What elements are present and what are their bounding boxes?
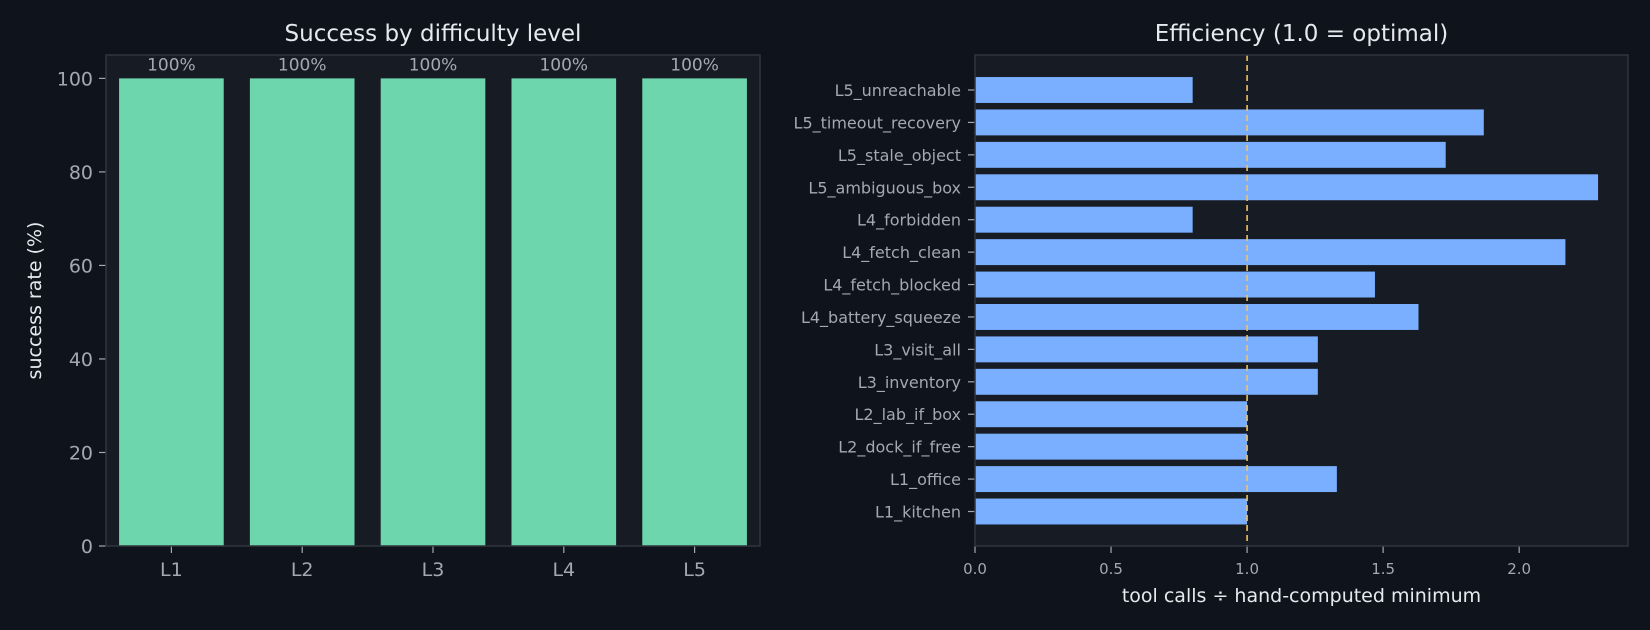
success-y-tick-label: 80 xyxy=(69,162,93,184)
success-data-label: 100% xyxy=(409,55,458,75)
efficiency-bar-l2-lab-if-box xyxy=(975,401,1248,428)
success-y-tick-label: 0 xyxy=(81,536,93,558)
efficiency-x-tick-label: 1.0 xyxy=(1235,560,1259,578)
efficiency-bar-l5-unreachable xyxy=(975,77,1193,103)
efficiency-y-tick-label: L4_fetch_clean xyxy=(842,243,961,263)
efficiency-bar-l5-timeout-recovery xyxy=(975,109,1484,136)
success-y-tick-label: 40 xyxy=(69,349,93,371)
efficiency-chart-title: Efficiency (1.0 = optimal) xyxy=(1155,21,1449,47)
efficiency-x-ticks: 0.0 0.5 1.0 1.5 2.0 xyxy=(963,546,1531,578)
efficiency-y-tick-label: L1_office xyxy=(890,470,961,490)
efficiency-y-tick-label: L1_kitchen xyxy=(875,503,961,523)
success-data-labels: 100% 100% 100% 100% 100% xyxy=(147,55,719,75)
efficiency-x-tick-label: 0.0 xyxy=(963,560,987,578)
efficiency-bar-l4-fetch-blocked xyxy=(975,271,1375,298)
success-chart-title: Success by difficulty level xyxy=(285,21,582,47)
efficiency-bar-l1-kitchen xyxy=(975,498,1248,525)
success-bar-l2 xyxy=(249,78,355,546)
success-x-tick-label: L4 xyxy=(552,559,575,581)
efficiency-bar-l5-ambiguous-box xyxy=(975,174,1599,201)
success-bar-l1 xyxy=(119,78,224,546)
efficiency-bar-l2-dock-if-free xyxy=(975,433,1248,460)
efficiency-y-tick-label: L4_battery_squeeze xyxy=(801,308,961,328)
efficiency-y-ticks: L1_kitchen L1_office L2_dock_if_free L2_lab… xyxy=(794,81,975,523)
efficiency-bar-l3-visit-all xyxy=(975,336,1318,363)
success-data-label: 100% xyxy=(278,55,327,75)
success-y-tick-label: 20 xyxy=(69,442,93,464)
efficiency-y-tick-label: L5_timeout_recovery xyxy=(794,113,961,133)
efficiency-y-tick-label: L2_lab_if_box xyxy=(855,405,962,425)
efficiency-x-axis-label: tool calls ÷ hand-computed minimum xyxy=(1122,585,1481,607)
success-y-tick-label: 100 xyxy=(57,68,93,90)
success-x-ticks: L1 L2 L3 L4 L5 xyxy=(160,546,706,581)
success-bar-l5 xyxy=(642,78,747,546)
efficiency-y-tick-label: L5_unreachable xyxy=(835,81,961,101)
efficiency-x-tick-label: 1.5 xyxy=(1371,560,1395,578)
efficiency-x-tick-label: 2.0 xyxy=(1507,560,1531,578)
efficiency-bars xyxy=(975,77,1599,525)
success-data-label: 100% xyxy=(539,55,588,75)
efficiency-plot-frame xyxy=(974,54,1629,547)
success-bars xyxy=(119,78,747,546)
success-data-label: 100% xyxy=(670,55,719,75)
efficiency-y-tick-label: L5_stale_object xyxy=(838,146,961,166)
success-plot-frame xyxy=(105,54,761,547)
efficiency-bar-l5-stale-object xyxy=(975,141,1446,168)
efficiency-plot-area xyxy=(975,55,1628,546)
success-chart: Success by difficulty level success rate… xyxy=(24,21,761,581)
success-x-tick-label: L3 xyxy=(422,559,445,581)
success-bar-l3 xyxy=(380,78,486,546)
success-bar-l4 xyxy=(511,78,617,546)
efficiency-y-tick-label: L4_forbidden xyxy=(857,211,961,231)
efficiency-bar-l4-forbidden xyxy=(975,206,1193,233)
efficiency-bar-l3-inventory xyxy=(975,368,1318,395)
success-y-tick-label: 60 xyxy=(69,255,93,277)
success-x-tick-label: L5 xyxy=(683,559,706,581)
efficiency-y-tick-label: L3_inventory xyxy=(858,373,961,393)
success-x-tick-label: L1 xyxy=(160,559,183,581)
success-x-tick-label: L2 xyxy=(291,559,314,581)
success-data-label: 100% xyxy=(147,55,196,75)
success-y-ticks: 0 20 40 60 80 100 xyxy=(57,68,106,558)
efficiency-bar-l4-battery-squeeze xyxy=(975,303,1419,330)
efficiency-y-tick-label: L3_visit_all xyxy=(874,340,961,360)
efficiency-bar-l1-office xyxy=(975,466,1337,493)
efficiency-y-tick-label: L2_dock_if_free xyxy=(838,438,961,458)
efficiency-bar-l4-fetch-clean xyxy=(975,239,1566,266)
efficiency-x-tick-label: 0.5 xyxy=(1099,560,1123,578)
efficiency-y-tick-label: L5_ambiguous_box xyxy=(808,178,961,198)
efficiency-y-tick-label: L4_fetch_blocked xyxy=(823,276,961,296)
success-y-axis-label: success rate (%) xyxy=(24,222,46,380)
efficiency-chart: Efficiency (1.0 = optimal) tool calls ÷ … xyxy=(794,21,1629,607)
